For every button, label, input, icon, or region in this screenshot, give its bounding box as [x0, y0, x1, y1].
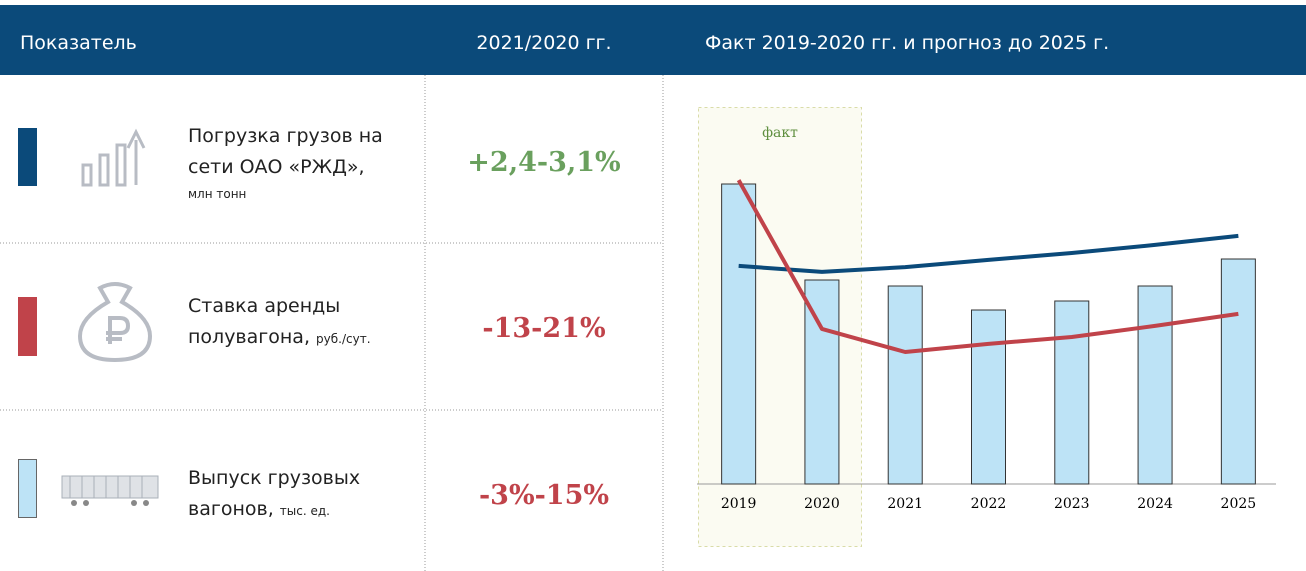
row-change: -13-21%: [482, 313, 606, 344]
line: [736, 179, 1239, 354]
swatch: [18, 128, 37, 186]
swatch: [18, 297, 37, 356]
header-cell: 2021/2020 гг.: [476, 32, 612, 54]
bar: [887, 285, 923, 485]
row-name: Ставка аренды полувагона,: [188, 295, 341, 348]
row-change: +2,4-3,1%: [467, 147, 621, 178]
icon-money: [77, 282, 153, 363]
x-tick-label: 2023: [1054, 496, 1090, 512]
bar: [721, 183, 757, 485]
bar: [1220, 258, 1256, 485]
row-change: -3%-15%: [478, 480, 610, 511]
row-unit: руб./сут.: [316, 332, 371, 346]
bar: [1054, 300, 1090, 485]
x-tick-label: 2022: [971, 496, 1007, 512]
row-name: Выпуск грузовых вагонов,: [188, 467, 361, 520]
bar: [971, 309, 1006, 485]
row-unit: млн тонн: [188, 187, 247, 201]
icon-wagon: [61, 475, 159, 506]
icon-growth: [81, 128, 146, 187]
header-cell: Показатель: [20, 32, 137, 54]
row-label: Ставка аренды полувагона, руб./сут.: [188, 291, 403, 355]
line: [738, 233, 1239, 274]
x-tick-label: 2025: [1221, 496, 1257, 512]
annotation: факт: [762, 125, 798, 141]
row-unit: тыс. ед.: [279, 504, 330, 518]
bar: [804, 279, 840, 485]
row-label: Погрузка грузов на сети ОАО «РЖД», млн т…: [188, 121, 403, 205]
x-tick-label: 2021: [887, 496, 923, 512]
header-band: [0, 5, 1306, 75]
x-tick-label: 2019: [721, 496, 757, 512]
x-tick-label: 2020: [804, 496, 840, 512]
swatch: [18, 459, 37, 518]
x-tick-label: 2024: [1137, 496, 1173, 512]
row-name: Погрузка грузов на сети ОАО «РЖД»,: [188, 125, 383, 178]
bar: [1137, 285, 1173, 485]
row-label: Выпуск грузовых вагонов, тыс. ед.: [188, 463, 403, 527]
header-cell: Факт 2019-2020 гг. и прогноз до 2025 г.: [705, 32, 1110, 54]
